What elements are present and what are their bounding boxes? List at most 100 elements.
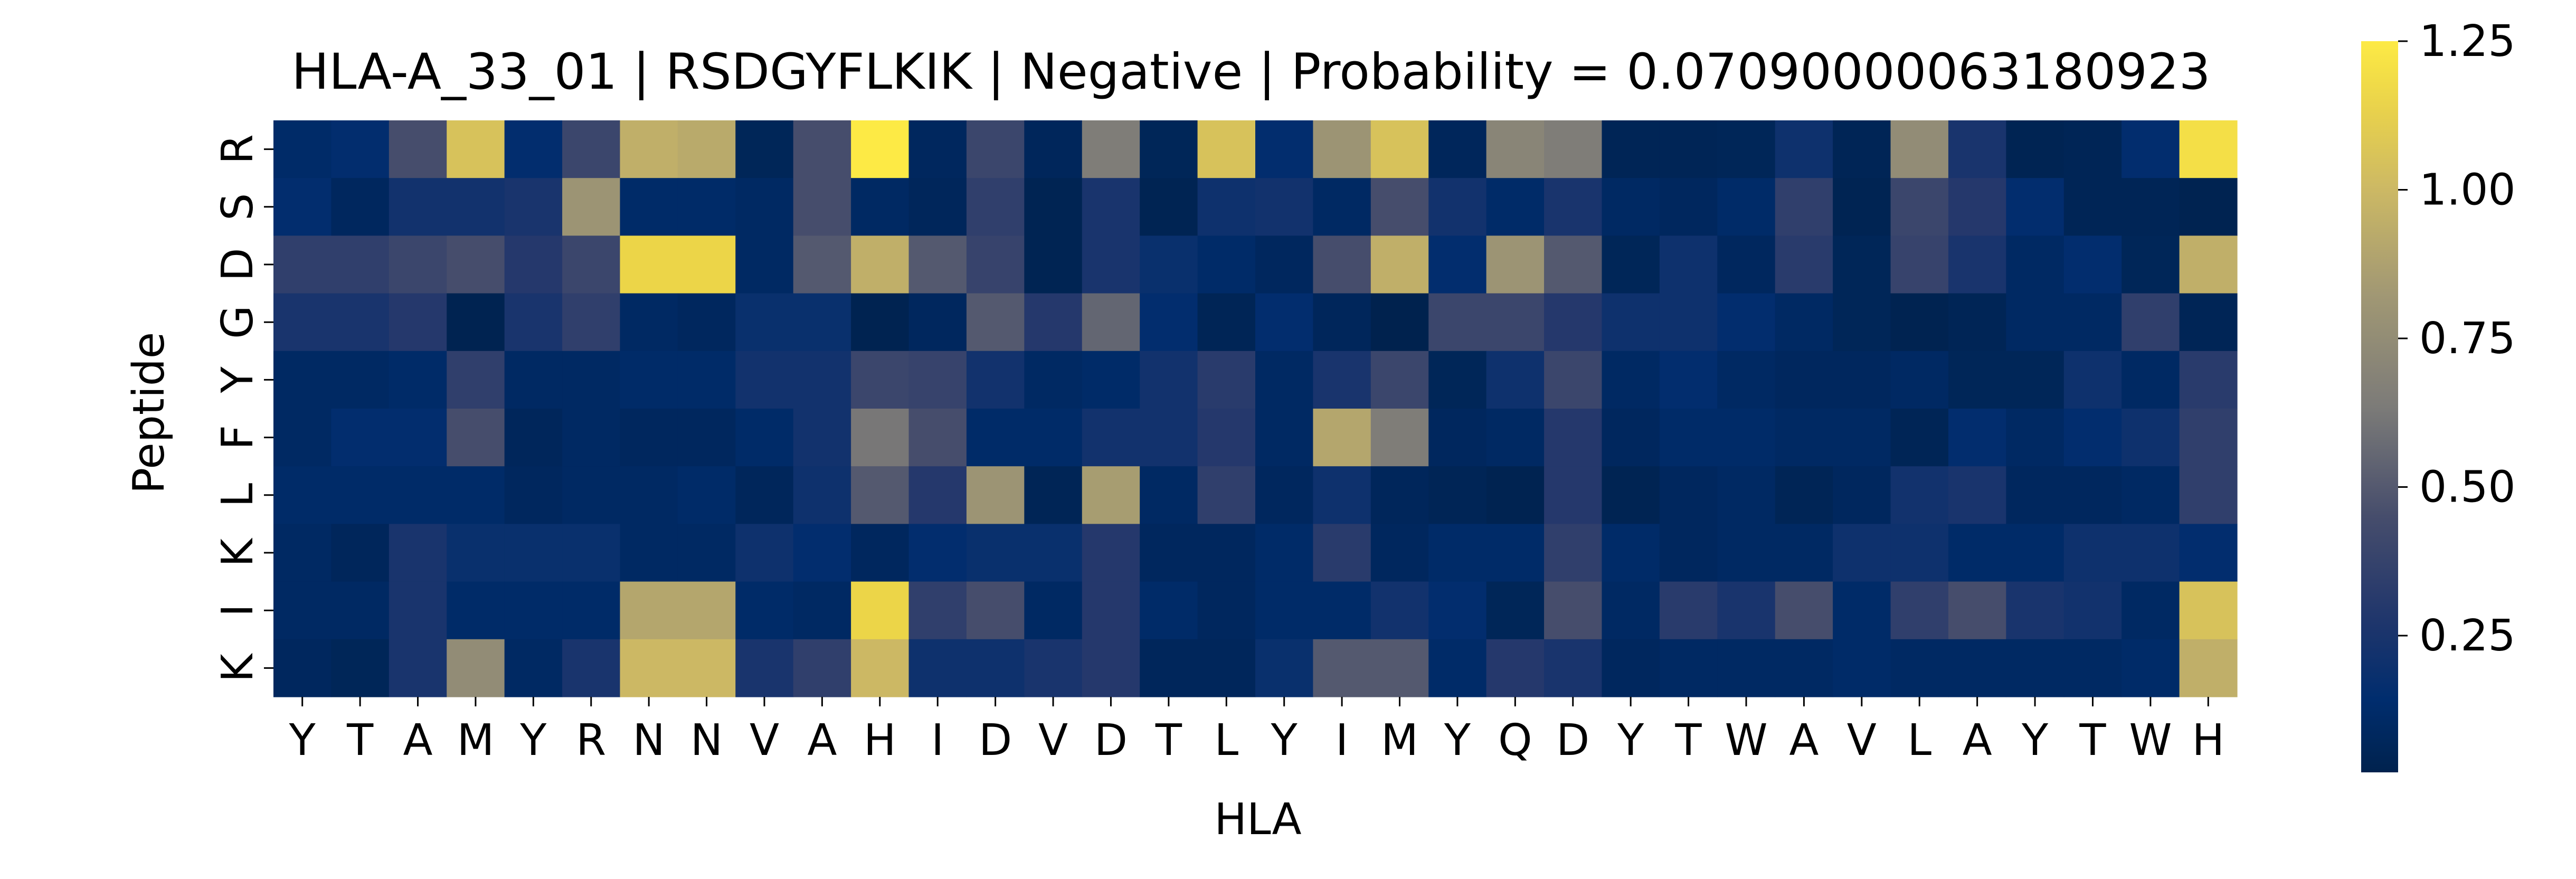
heatmap-cell (1370, 293, 1429, 352)
heatmap-cell (1833, 581, 1891, 640)
heatmap-cell (620, 524, 678, 582)
heatmap-cell (2122, 639, 2180, 697)
heatmap-cell (2063, 178, 2122, 236)
heatmap-cell (2179, 235, 2238, 294)
heatmap-cell (2122, 351, 2180, 409)
heatmap-cell (620, 466, 678, 524)
heatmap-cell (1602, 351, 1660, 409)
heatmap-cell (1313, 409, 1371, 467)
heatmap-cell (1486, 235, 1545, 294)
heatmap-cell (273, 409, 332, 467)
heatmap-cell (1197, 581, 1256, 640)
heatmap-cell (735, 409, 794, 467)
heatmap-cell (2006, 524, 2064, 582)
heatmap-cell (1024, 120, 1083, 178)
heatmap-cell (1544, 120, 1603, 178)
heatmap-cell (1428, 351, 1487, 409)
heatmap-cell (562, 235, 621, 294)
x-tick-label: Y (289, 715, 316, 765)
heatmap-cell (677, 178, 736, 236)
heatmap-cell (562, 120, 621, 178)
heatmap-cell (1948, 178, 2006, 236)
heatmap-cell (1602, 178, 1660, 236)
y-axis-label: Peptide (124, 332, 174, 494)
heatmap-cell (389, 120, 447, 178)
x-tick-label: Y (1271, 715, 1298, 765)
colorbar (2361, 41, 2398, 772)
heatmap-cell (389, 524, 447, 582)
x-tick-label: Q (1498, 715, 1532, 765)
heatmap-cell (1024, 466, 1083, 524)
heatmap-cell (1833, 178, 1891, 236)
heatmap-cell (1197, 351, 1256, 409)
heatmap-cell (851, 178, 910, 236)
x-tick-label: Y (519, 715, 547, 765)
heatmap-cell (562, 639, 621, 697)
y-tick-label: Y (213, 366, 263, 393)
heatmap-cell (966, 581, 1025, 640)
heatmap-cell (1659, 235, 1718, 294)
heatmap-cell (2179, 293, 2238, 352)
heatmap-cell (447, 581, 505, 640)
colorbar-tick-label: 1.00 (2419, 165, 2516, 215)
x-tick-label: M (457, 715, 495, 765)
x-tick-label: T (1155, 715, 1182, 765)
heatmap-cell (447, 351, 505, 409)
heatmap-cell (2179, 639, 2238, 697)
heatmap-cell (447, 178, 505, 236)
heatmap-cell (562, 581, 621, 640)
heatmap-cell (1659, 178, 1718, 236)
heatmap-cell (1775, 120, 1833, 178)
heatmap-cell (1486, 351, 1545, 409)
heatmap-cell (1255, 178, 1314, 236)
x-tick-label: W (2129, 715, 2172, 765)
heatmap-cell (1197, 524, 1256, 582)
x-tick-label: V (1847, 715, 1877, 765)
heatmap-cell (2063, 351, 2122, 409)
heatmap-cell (851, 293, 910, 352)
heatmap-cell (1602, 581, 1660, 640)
heatmap-cell (1717, 524, 1776, 582)
heatmap-cell (1428, 409, 1487, 467)
heatmap-cell (620, 581, 678, 640)
heatmap-cell (2006, 235, 2064, 294)
heatmap-cell (1890, 639, 1949, 697)
heatmap-cell (908, 293, 967, 352)
x-tick-label: D (979, 715, 1012, 765)
heatmap-cell (504, 409, 563, 467)
heatmap-cell (966, 351, 1025, 409)
heatmap-cell (1024, 351, 1083, 409)
heatmap-cell (1370, 466, 1429, 524)
heatmap-cell (1717, 466, 1776, 524)
heatmap-cell (273, 178, 332, 236)
heatmap-cell (389, 466, 447, 524)
heatmap-cell (908, 639, 967, 697)
heatmap-cell (1370, 120, 1429, 178)
x-tick-label: Y (2021, 715, 2049, 765)
heatmap-cell (735, 120, 794, 178)
heatmap-cell (1082, 293, 1140, 352)
colorbar-tick-label: 0.25 (2419, 611, 2516, 661)
y-tick-label: D (213, 248, 263, 281)
heatmap-cell (1370, 524, 1429, 582)
x-tick-label: V (1038, 715, 1068, 765)
heatmap-cell (2179, 524, 2238, 582)
heatmap-cell (1082, 120, 1140, 178)
heatmap-cell (1659, 351, 1718, 409)
heatmap-cell (562, 178, 621, 236)
heatmap-cell (908, 466, 967, 524)
heatmap-cell (793, 409, 851, 467)
heatmap-cell (1659, 293, 1718, 352)
heatmap-cell (1024, 409, 1083, 467)
heatmap-cell (1082, 639, 1140, 697)
heatmap-cell (1775, 409, 1833, 467)
heatmap-cell (677, 120, 736, 178)
heatmap-cell (793, 351, 851, 409)
heatmap-cell (677, 581, 736, 640)
x-tick-label: D (1094, 715, 1128, 765)
heatmap-cell (2122, 581, 2180, 640)
heatmap-cell (1948, 120, 2006, 178)
heatmap-cell (1775, 466, 1833, 524)
heatmap-cell (2122, 120, 2180, 178)
